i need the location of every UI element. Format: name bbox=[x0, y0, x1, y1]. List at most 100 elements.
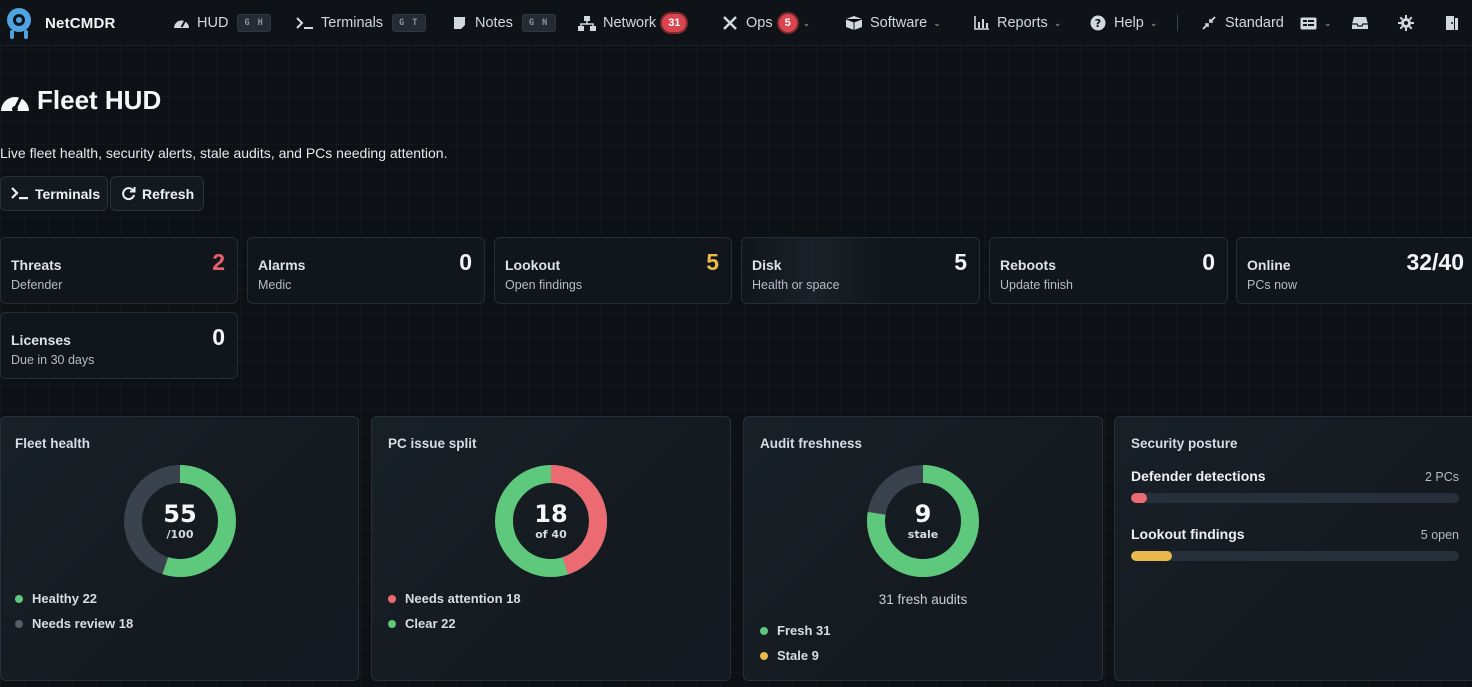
stat-sub: PCs now bbox=[1247, 278, 1298, 292]
panel-pc-issue-split: PC issue split 18 of 40 Needs attention … bbox=[371, 416, 731, 681]
nav-notes-label: Notes bbox=[475, 15, 513, 31]
stat-sub: Medic bbox=[258, 278, 292, 292]
nav-help-label: Help bbox=[1114, 15, 1144, 31]
nav-mode-standard[interactable]: Standard bbox=[1200, 0, 1284, 46]
audit-freshness-donut: 9 stale bbox=[867, 465, 979, 577]
legend-dot bbox=[15, 594, 23, 603]
legend-dot bbox=[388, 594, 396, 603]
nav-help[interactable]: ? Help ⌄ bbox=[1089, 0, 1157, 46]
gear-icon bbox=[1397, 14, 1415, 32]
brand[interactable]: NetCMDR bbox=[4, 6, 116, 40]
stat-card-reboots[interactable]: Reboots Update finish 0 bbox=[989, 237, 1228, 304]
donut-center-value: 55 bbox=[163, 500, 196, 528]
stat-label: Online bbox=[1247, 257, 1291, 273]
stat-value: 5 bbox=[706, 249, 719, 275]
donut-arc-fresh bbox=[867, 465, 979, 577]
security-row-label: Defender detections bbox=[1131, 468, 1266, 484]
pc-issue-donut: 18 of 40 bbox=[495, 465, 607, 577]
legend-label: Fresh 31 bbox=[777, 623, 831, 638]
security-row-count: 5 open bbox=[1420, 528, 1459, 542]
legend-label: Needs review 18 bbox=[32, 616, 134, 631]
panel-title: Fleet health bbox=[15, 436, 91, 451]
stat-value: 5 bbox=[954, 249, 967, 275]
stat-value: 0 bbox=[1202, 249, 1215, 275]
terminals-button[interactable]: Terminals bbox=[0, 176, 108, 211]
terminal-icon bbox=[11, 187, 29, 200]
top-navbar: NetCMDR HUD G H Terminals G T Notes G N … bbox=[0, 0, 1472, 46]
stat-value: 32/40 bbox=[1406, 249, 1464, 275]
stat-card-disk[interactable]: Disk Health or space 5 bbox=[741, 237, 980, 304]
nav-reports-label: Reports bbox=[997, 15, 1048, 31]
nav-notes[interactable]: Notes G N bbox=[450, 0, 556, 46]
inbox-button[interactable] bbox=[1351, 0, 1376, 46]
legend-label: Healthy 22 bbox=[32, 591, 98, 606]
nav-network-label: Network bbox=[603, 15, 657, 31]
stat-value: 0 bbox=[212, 324, 225, 350]
progress-track bbox=[1131, 493, 1459, 503]
help-icon: ? bbox=[1089, 14, 1107, 32]
gauge-icon bbox=[172, 14, 190, 32]
stat-sub: Update finish bbox=[1000, 278, 1073, 292]
compress-icon bbox=[1200, 14, 1218, 32]
refresh-icon bbox=[121, 186, 136, 201]
legend-item: Needs review 18 bbox=[15, 616, 133, 631]
progress-fill-lookout bbox=[1131, 551, 1172, 561]
layout-menu-button[interactable]: ⌄ bbox=[1299, 0, 1332, 46]
stat-label: Alarms bbox=[258, 257, 306, 273]
nav-hud-label: HUD bbox=[197, 15, 229, 31]
panel-title: Audit freshness bbox=[760, 436, 863, 451]
donut-center-sub: of 40 bbox=[535, 528, 567, 541]
nav-mode-label: Standard bbox=[1225, 15, 1284, 31]
legend-item: Fresh 31 bbox=[760, 623, 830, 638]
stat-card-online[interactable]: Online PCs now 32/40 bbox=[1236, 237, 1472, 304]
stat-card-lookout[interactable]: Lookout Open findings 5 bbox=[494, 237, 732, 304]
stat-card-licenses[interactable]: Licenses Due in 30 days 0 bbox=[0, 312, 238, 379]
terminals-button-label: Terminals bbox=[35, 185, 101, 202]
stat-card-alarms[interactable]: Alarms Medic 0 bbox=[247, 237, 485, 304]
page-subtitle: Live fleet health, security alerts, stal… bbox=[0, 145, 448, 161]
network-alert-badge: 31 bbox=[662, 14, 687, 32]
page-title-text: Fleet HUD bbox=[37, 85, 162, 115]
stat-label: Lookout bbox=[505, 257, 561, 273]
layout-icon bbox=[1299, 14, 1317, 32]
stat-card-threats[interactable]: Threats Defender 2 bbox=[0, 237, 238, 304]
chevron-down-icon: ⌄ bbox=[1149, 17, 1158, 28]
panel-title: PC issue split bbox=[388, 436, 477, 451]
chevron-down-icon: ⌄ bbox=[1324, 17, 1332, 28]
nav-hud[interactable]: HUD G H bbox=[172, 0, 272, 46]
settings-button[interactable] bbox=[1397, 0, 1422, 46]
stat-value: 0 bbox=[459, 249, 472, 275]
note-icon bbox=[450, 14, 468, 32]
nav-terminals[interactable]: Terminals G T bbox=[296, 0, 426, 46]
security-row-count: 2 PCs bbox=[1424, 470, 1459, 484]
legend-item: Stale 9 bbox=[760, 648, 819, 663]
nav-divider bbox=[1177, 15, 1178, 31]
shortcut-hint: G N bbox=[521, 14, 556, 32]
nav-network[interactable]: Network 31 bbox=[578, 0, 687, 46]
security-row-label: Lookout findings bbox=[1131, 526, 1245, 542]
page-title: Fleet HUD bbox=[0, 85, 161, 116]
door-icon bbox=[1443, 14, 1461, 32]
tools-icon bbox=[721, 14, 739, 32]
nav-reports[interactable]: Reports ⌄ bbox=[972, 0, 1061, 46]
refresh-button[interactable]: Refresh bbox=[110, 176, 204, 211]
network-icon bbox=[578, 14, 596, 32]
panel-title: Security posture bbox=[1131, 436, 1238, 451]
legend-item: Needs attention 18 bbox=[388, 591, 521, 606]
ops-alert-badge: 5 bbox=[778, 14, 797, 32]
gauge-icon bbox=[0, 86, 30, 116]
donut-center-value: 18 bbox=[534, 500, 567, 528]
brand-name: NetCMDR bbox=[45, 14, 116, 32]
legend-label: Clear 22 bbox=[405, 616, 456, 631]
nav-software[interactable]: Software ⌄ bbox=[845, 0, 941, 46]
logout-button[interactable] bbox=[1443, 0, 1468, 46]
nav-ops[interactable]: Ops 5 ⌄ bbox=[721, 0, 810, 46]
donut-arc-needs-attention bbox=[495, 465, 607, 577]
legend-dot bbox=[388, 619, 396, 628]
legend-item: Clear 22 bbox=[388, 616, 456, 631]
shortcut-hint: G T bbox=[392, 14, 426, 32]
legend-dot bbox=[760, 651, 768, 660]
stat-label: Threats bbox=[11, 257, 62, 273]
refresh-button-label: Refresh bbox=[142, 185, 195, 202]
chart-icon bbox=[972, 14, 990, 32]
